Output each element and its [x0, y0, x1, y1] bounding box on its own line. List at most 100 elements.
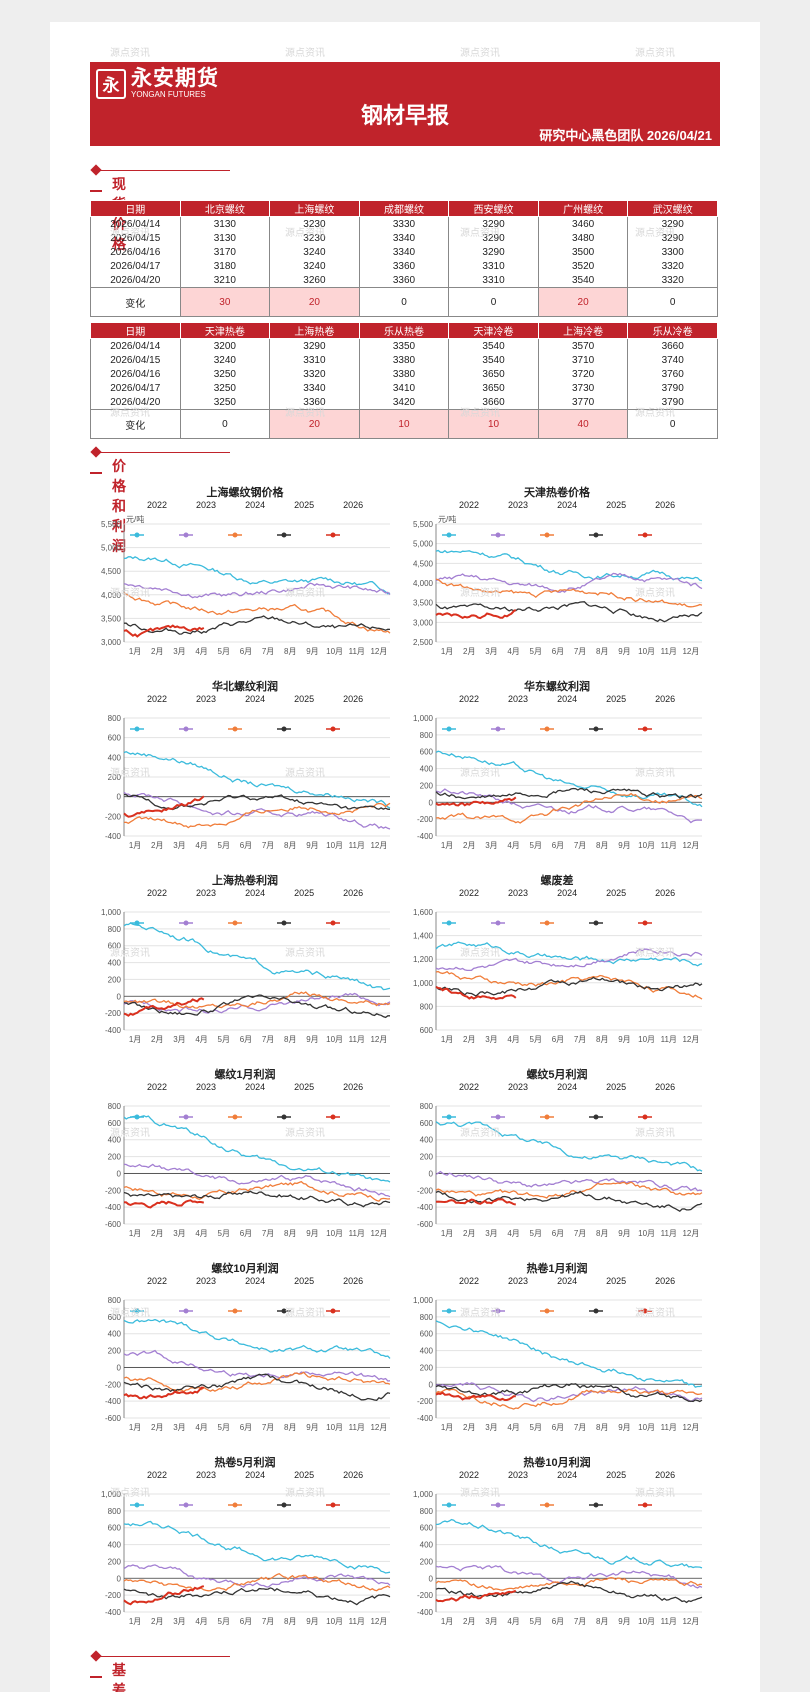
- x-tick-label: 4月: [507, 1617, 519, 1626]
- legend-entry: 2025: [277, 888, 314, 926]
- x-tick-label: 2月: [463, 647, 475, 656]
- x-tick-label: 10月: [326, 647, 343, 656]
- y-tick-label: 0: [429, 1169, 434, 1178]
- y-tick-label: 1,000: [413, 1296, 434, 1305]
- series-line-2022: [123, 556, 391, 595]
- series-line-2026: [435, 986, 517, 1001]
- legend-entry: 2025: [589, 1276, 626, 1314]
- legend-entry: 2025: [589, 1470, 626, 1508]
- line-chart: 螺纹1月利润 2022 2023 2024 2025 2026 800 600 400 200 0 -…: [90, 1066, 400, 1246]
- legend-entry: 2023: [179, 694, 216, 732]
- watermark: 源点资讯: [110, 48, 150, 59]
- legend-marker-icon: [491, 1277, 506, 1314]
- series-line-2026: [123, 1585, 205, 1606]
- y-tick-label: 600: [108, 1119, 122, 1128]
- series-line-2025: [435, 787, 703, 800]
- series-line-2023: [123, 1564, 391, 1588]
- x-tick-label: 9月: [618, 1617, 630, 1626]
- x-tick-label: 4月: [195, 1617, 207, 1626]
- section-title: 价格和利润: [112, 458, 130, 554]
- x-tick-label: 2月: [151, 1423, 163, 1432]
- chart-plot: 1,000 800 600 400 200 0 -200 -400 1月 2月 3月 4月 5月 6月 7月…: [413, 1296, 703, 1432]
- table-cell: 3380: [358, 367, 450, 381]
- table-cell: 3240: [179, 353, 271, 367]
- legend-entry: 2022: [130, 1082, 167, 1120]
- y-tick-label: 400: [108, 1136, 122, 1145]
- table-cell: 3240: [269, 245, 360, 259]
- table-header-cell: 成都螺纹: [358, 200, 450, 217]
- series-line-2023: [435, 1564, 703, 1589]
- legend-entry: 2024: [228, 694, 265, 732]
- legend-marker-icon: [326, 1471, 341, 1508]
- change-cell: 0: [627, 287, 718, 317]
- x-tick-label: 3月: [173, 1423, 185, 1432]
- x-tick-label: 10月: [326, 1617, 343, 1626]
- table-header-cell: 乐从热卷: [358, 322, 450, 339]
- x-tick-label: 6月: [240, 1229, 252, 1238]
- series-line-2022: [435, 750, 703, 808]
- legend-entry: 2022: [130, 1470, 167, 1508]
- series-line-2024: [123, 1572, 391, 1592]
- chart-title: 热卷5月利润: [214, 1457, 276, 1469]
- legend-marker-icon: [638, 1277, 653, 1314]
- x-tick-label: 1月: [441, 841, 453, 850]
- x-tick-label: 8月: [284, 647, 296, 656]
- y-tick-label: -400: [417, 1203, 434, 1212]
- x-tick-label: 7月: [262, 1035, 274, 1044]
- x-tick-label: 2月: [151, 1229, 163, 1238]
- table-row: 2026/04/14 3200 3290 3350 3540 3570 3660: [90, 338, 718, 353]
- line-chart: 热卷5月利润 2022 2023 2024 2025 2026 1,000 800 600 400…: [90, 1454, 400, 1634]
- series-line-2023: [435, 1170, 703, 1192]
- chart-legend: 2022 2023 2024 2025 2026: [130, 500, 363, 538]
- watermark: 源点资讯: [285, 48, 325, 59]
- x-tick-label: 1月: [129, 1035, 141, 1044]
- series-line-2024: [435, 970, 703, 1000]
- table-cell: 3130: [179, 216, 271, 231]
- legend-marker-icon: [442, 1471, 456, 1508]
- change-cell: 0: [179, 409, 271, 439]
- table-header-cell: 日期: [90, 322, 181, 339]
- watermark: 源点资讯: [635, 588, 675, 599]
- y-tick-label: 0: [117, 1574, 122, 1583]
- y-tick-label: 1,000: [413, 1490, 434, 1499]
- change-cell: 40: [537, 409, 629, 439]
- watermark: 源点资讯: [460, 48, 500, 59]
- legend-marker-icon: [589, 889, 604, 926]
- y-tick-label: 0: [429, 1380, 434, 1389]
- y-tick-label: 1,000: [101, 1490, 122, 1499]
- series-line-2022: [435, 549, 703, 582]
- table-header-cell: 上海螺纹: [269, 200, 360, 217]
- table-cell: 3310: [448, 259, 539, 273]
- legend-entry: 2023: [179, 500, 216, 538]
- series-line-2026: [435, 796, 517, 807]
- table-cell: 2026/04/16: [90, 367, 181, 381]
- y-tick-label: 0: [429, 798, 434, 807]
- table-row: 2026/04/16 3250 3320 3380 3650 3720 3760: [90, 367, 718, 381]
- watermark: 源点资讯: [635, 228, 675, 239]
- y-tick-label: 800: [108, 714, 122, 723]
- table-cell: 3350: [358, 338, 450, 353]
- legend-entry: 2024: [228, 1276, 265, 1314]
- x-tick-label: 10月: [638, 841, 655, 850]
- legend-entry: 2026: [326, 1082, 363, 1120]
- y-tick-label: 200: [108, 1347, 122, 1356]
- y-tick-label: 400: [420, 765, 434, 774]
- watermark: 源点资讯: [460, 948, 500, 959]
- table-cell: 3710: [537, 353, 629, 367]
- series-line-2024: [123, 802, 391, 829]
- y-tick-label: 0: [429, 1574, 434, 1583]
- y-tick-label: 200: [108, 773, 122, 782]
- legend-entry: 2023: [491, 1082, 528, 1120]
- table-cell: 3320: [627, 273, 718, 288]
- y-tick-label: 0: [117, 992, 122, 1001]
- legend-entry: 2024: [228, 888, 265, 926]
- table-cell: 3130: [179, 231, 271, 245]
- chart-legend: 2022 2023 2024 2025 2026: [130, 694, 363, 732]
- watermark: 源点资讯: [285, 1308, 325, 1319]
- series-line-2023: [123, 992, 391, 1014]
- legend-entry: 2024: [540, 888, 577, 926]
- y-tick-label: 400: [108, 753, 122, 762]
- y-tick-label: 5,000: [101, 544, 122, 553]
- x-tick-label: 1月: [441, 1229, 453, 1238]
- table-cell: 2026/04/20: [90, 273, 181, 288]
